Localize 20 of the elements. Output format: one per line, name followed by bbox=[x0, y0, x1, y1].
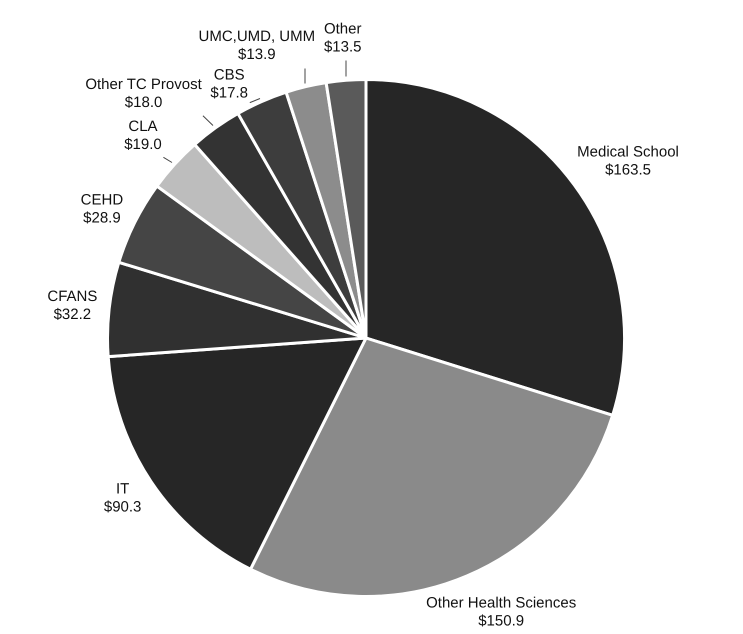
data-label: $17.8 bbox=[210, 84, 248, 102]
data-label: $13.9 bbox=[238, 46, 276, 63]
slice-label: Other Health Sciences bbox=[426, 594, 576, 612]
slice-label: Other bbox=[324, 20, 362, 38]
data-label: $32.2 bbox=[54, 306, 92, 323]
slice-label: Other TC Provost bbox=[85, 76, 203, 93]
slice-label: Medical School bbox=[577, 143, 679, 160]
data-label: $28.9 bbox=[83, 209, 121, 226]
slice-label: CLA bbox=[128, 118, 158, 136]
data-label: $163.5 bbox=[605, 161, 651, 178]
data-label: $90.3 bbox=[104, 498, 142, 516]
slice-label: IT bbox=[116, 480, 130, 498]
slice-label: CBS bbox=[214, 66, 245, 84]
data-label: $150.9 bbox=[478, 612, 524, 630]
slice-label: UMC,UMD, UMM bbox=[198, 28, 316, 45]
data-label: $18.0 bbox=[124, 94, 162, 111]
slice-label: CEHD bbox=[80, 191, 124, 208]
slice-label: CFANS bbox=[47, 288, 98, 305]
data-label: $13.5 bbox=[324, 38, 362, 56]
data-label: $19.0 bbox=[124, 136, 162, 154]
